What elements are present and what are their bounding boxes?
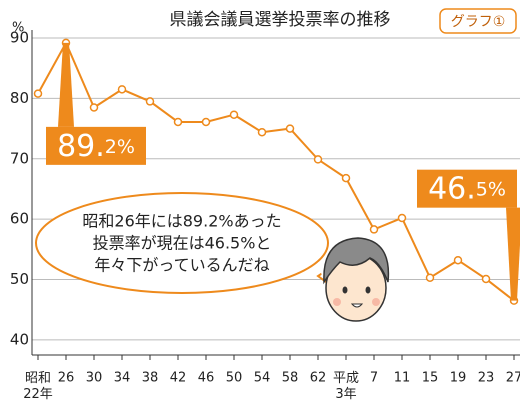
x-tick-label-part: 22年 [23, 387, 53, 402]
data-point [175, 118, 182, 125]
x-tick-label: 34 [114, 371, 131, 386]
data-point [287, 125, 294, 132]
chart: 県議会議員選挙投票率の推移 グラフ① % 405060708090昭和22年26… [0, 0, 520, 403]
chart-title: 県議会議員選挙投票率の推移 [170, 10, 391, 30]
x-tick-label: 62 [310, 371, 327, 386]
value-label-part: 89. [57, 128, 105, 163]
x-tick-label: 46 [198, 371, 215, 386]
annotation-line: 投票率が現在は46.5%と [93, 234, 272, 253]
x-tick-label: 42 [170, 371, 187, 386]
data-point [231, 111, 238, 118]
x-tick-label: 58 [282, 371, 299, 386]
data-point [259, 129, 266, 136]
cheek [372, 298, 380, 306]
data-point [343, 175, 350, 182]
y-tick-label: 60 [10, 210, 29, 228]
value-label-part: 5% [476, 178, 506, 200]
x-tick-label: 15 [422, 371, 439, 386]
x-tick-label: 50 [226, 371, 243, 386]
x-tick-label: 7 [370, 371, 378, 386]
data-point [371, 226, 378, 233]
data-point [91, 104, 98, 111]
data-point [147, 98, 154, 105]
eye [343, 287, 348, 294]
x-tick-label: 26 [58, 371, 75, 386]
character [324, 238, 389, 321]
data-point [203, 118, 210, 125]
x-tick-label: 30 [86, 371, 103, 386]
data-point [119, 86, 126, 93]
y-tick-label: 40 [10, 330, 29, 348]
y-tick-label: 90 [10, 29, 29, 47]
x-tick-label: 54 [254, 371, 271, 386]
data-point [427, 274, 434, 281]
data-point [483, 275, 490, 282]
eye [366, 287, 371, 294]
annotation-line: 昭和26年には89.2%あった [82, 212, 281, 231]
data-point [35, 90, 42, 97]
x-tick-label: 23 [478, 371, 495, 386]
callout-pointer [506, 208, 520, 301]
y-tick-label: 70 [10, 149, 29, 167]
x-tick-label: 38 [142, 371, 159, 386]
cheek [333, 298, 341, 306]
y-tick-label: 80 [10, 89, 29, 107]
x-tick-label: 11 [394, 371, 411, 386]
x-tick-label: 19 [450, 371, 467, 386]
x-tick-label: 27 [506, 371, 520, 386]
x-tick-label-part: 平成 [333, 371, 359, 386]
data-point [399, 214, 406, 221]
badge: グラフ① [451, 14, 506, 30]
value-label-part: 46. [428, 171, 476, 206]
data-point [315, 156, 322, 163]
x-tick-label-part: 3年 [335, 387, 356, 402]
y-tick-label: 50 [10, 270, 29, 288]
data-point [455, 257, 462, 264]
x-tick-label-part: 昭和 [25, 371, 51, 386]
value-label-part: 2% [105, 135, 135, 157]
annotation-line: 年々下がっているんだね [94, 256, 269, 275]
